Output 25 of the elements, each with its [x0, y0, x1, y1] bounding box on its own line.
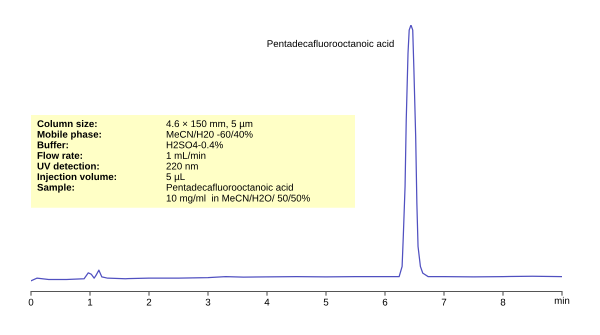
annotation: Mobile phase:: [38, 130, 101, 140]
x-tick-label: 2: [146, 298, 152, 306]
x-tick-label: 6: [382, 298, 388, 306]
annotation: UV detection:: [38, 162, 99, 170]
x-axis-title: min: [554, 296, 570, 304]
annotation: Buffer:: [38, 141, 68, 148]
annotation: 1 mL/min: [166, 152, 206, 159]
annotation: Flow rate:: [38, 152, 82, 159]
x-tick-label: 8: [500, 298, 506, 306]
annotation: Sample:: [37, 184, 74, 193]
x-tick-label: 1: [88, 298, 92, 306]
annotation: 5 µL: [166, 173, 185, 182]
annotation: 220 nm: [166, 162, 198, 170]
x-tick-label: 3: [206, 298, 210, 306]
annotation: Pentadecafluorooctanoic acid 10 mg/ml in MeCN/H2O/ 50/50%: [166, 184, 310, 204]
annotation: H2SO4-0.4%: [166, 141, 223, 148]
x-tick-label: 0: [28, 298, 34, 306]
x-tick-label: 4: [264, 298, 270, 306]
x-tick-label: 5: [324, 298, 328, 306]
annotation: MeCN/H20 -60/40%: [166, 130, 253, 138]
annotation: Injection volume:: [38, 173, 116, 182]
x-tick-label: 7: [442, 298, 446, 306]
annotation: 4.6 × 150 mm, 5 µm: [166, 120, 252, 130]
annotation: Pentadecafluorooctanoic acid: [268, 40, 394, 48]
annotation: Column size:: [37, 120, 97, 128]
